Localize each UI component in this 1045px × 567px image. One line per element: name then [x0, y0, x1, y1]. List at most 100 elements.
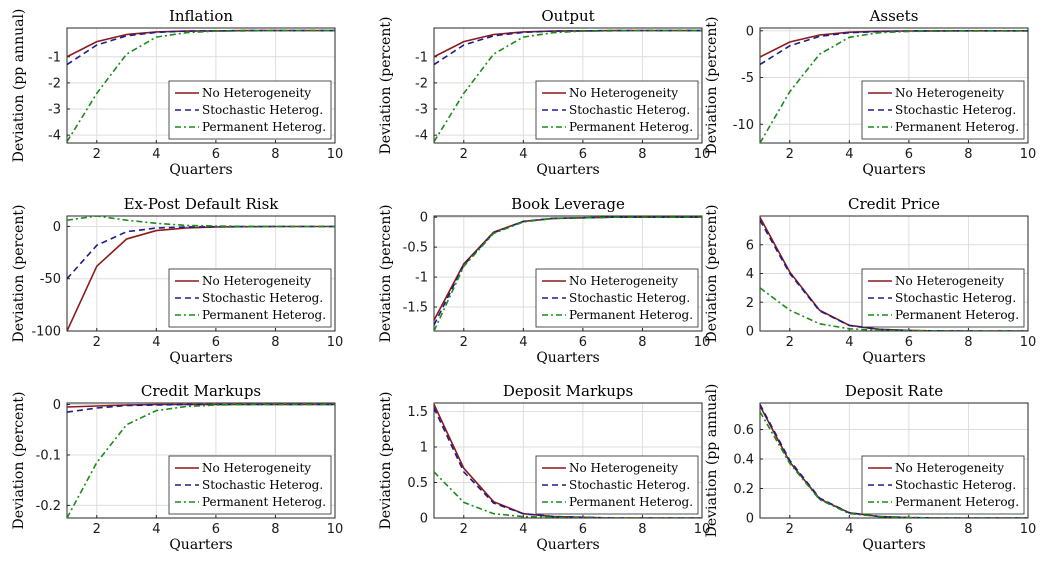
x-tick-label: 4	[845, 147, 853, 162]
legend-box	[168, 455, 332, 515]
x-tick-label: 2	[93, 522, 101, 537]
panel-inflation-x-axis-label: Quarters	[169, 162, 232, 178]
x-tick-label: 4	[152, 335, 160, 350]
x-tick-label: 8	[638, 522, 646, 537]
legend-entry-permanent-heterog: Permanent Heterog.	[202, 495, 326, 509]
legend-entry-stochastic-heterog: Stochastic Heterog.	[569, 478, 690, 492]
legend-entry-no-heterogeneity: No Heterogeneity	[202, 274, 311, 288]
panel-book-leverage-axes-box	[433, 215, 703, 332]
panel-assets-y-axis-label: Deviation (percent)	[704, 17, 720, 155]
x-tick-label: 4	[845, 335, 853, 350]
panel-deposit-rate-y-axis-label: Deviation (pp annual)	[704, 384, 720, 538]
y-tick-label: -0.5	[403, 241, 428, 256]
panel-credit-markups-title: Credit Markups	[141, 382, 261, 400]
legend-entry-no-heterogeneity: No Heterogeneity	[569, 86, 678, 100]
legend-entry-permanent-heterog: Permanent Heterog.	[202, 308, 326, 322]
x-tick-label: 10	[327, 335, 344, 350]
panel-deposit-rate-title: Deposit Rate	[845, 382, 943, 400]
x-tick-label: 2	[93, 335, 101, 350]
series-line-permanent-heterog	[434, 216, 702, 331]
panel-inflation-y-axis-label: Deviation (pp annual)	[11, 9, 27, 163]
x-tick-label: 10	[1020, 147, 1037, 162]
panel-credit-markups-x-axis-label: Quarters	[169, 537, 232, 553]
series-line-stochastic-heterog	[760, 219, 1028, 331]
y-tick-label: 2	[746, 296, 754, 311]
series-line-permanent-heterog	[760, 287, 1028, 331]
panel-deposit-markups: 2 4 6 8 10 0 0.5 1 1.5 Deposit Markups Quarters Dev…	[378, 382, 710, 553]
panel-ex-post-default-risk-axes-box	[66, 215, 336, 332]
legend-entry-stochastic-heterog: Stochastic Heterog.	[895, 478, 1016, 492]
x-tick-label: 10	[1020, 335, 1037, 350]
x-tick-label: 6	[212, 335, 220, 350]
x-tick-label: 2	[786, 335, 794, 350]
panel-book-leverage-y-axis-label: Deviation (percent)	[378, 205, 394, 343]
x-tick-label: 8	[638, 335, 646, 350]
panel-output-y-axis-label: Deviation (percent)	[378, 17, 394, 155]
x-tick-label: 4	[152, 522, 160, 537]
x-tick-label: 6	[905, 522, 913, 537]
legend-entry-stochastic-heterog: Stochastic Heterog.	[895, 291, 1016, 305]
y-tick-label: -0.2	[36, 499, 61, 514]
x-tick-label: 2	[786, 147, 794, 162]
y-tick-label: -1	[415, 271, 428, 286]
y-tick-label: -3	[415, 103, 428, 118]
y-tick-label: -2	[415, 76, 428, 91]
legend-entry-no-heterogeneity: No Heterogeneity	[895, 274, 1004, 288]
x-tick-label: 6	[212, 522, 220, 537]
y-tick-label: 0.6	[733, 423, 754, 438]
series-line-stochastic-heterog	[67, 29, 335, 66]
panel-credit-markups-legend: No Heterogeneity Stochastic Heterog. Perma…	[168, 455, 332, 515]
panel-credit-price-legend: No Heterogeneity Stochastic Heterog. Perma…	[861, 268, 1025, 328]
legend-entry-stochastic-heterog: Stochastic Heterog.	[569, 291, 690, 305]
panel-credit-price-title: Credit Price	[848, 195, 940, 213]
panel-output-legend: No Heterogeneity Stochastic Heterog. Perma…	[535, 80, 699, 140]
y-tick-label: -10	[733, 118, 754, 133]
x-tick-label: 6	[579, 335, 587, 350]
panel-credit-markups-y-axis-label: Deviation (percent)	[11, 392, 27, 530]
y-tick-label: 0	[746, 512, 754, 527]
legend-entry-stochastic-heterog: Stochastic Heterog.	[202, 103, 323, 117]
panel-output-title: Output	[541, 7, 594, 25]
x-tick-label: 4	[519, 522, 527, 537]
panel-credit-price-x-axis-label: Quarters	[862, 350, 925, 366]
x-tick-label: 2	[460, 522, 468, 537]
series-line-permanent-heterog	[67, 403, 335, 518]
y-tick-label: 1	[420, 441, 428, 456]
legend-entry-permanent-heterog: Permanent Heterog.	[569, 308, 693, 322]
legend-entry-permanent-heterog: Permanent Heterog.	[569, 495, 693, 509]
series-line-stochastic-heterog	[67, 403, 335, 413]
panel-deposit-rate-x-axis-label: Quarters	[862, 537, 925, 553]
legend-entry-no-heterogeneity: No Heterogeneity	[202, 461, 311, 475]
legend-entry-stochastic-heterog: Stochastic Heterog.	[202, 478, 323, 492]
legend-entry-permanent-heterog: Permanent Heterog.	[895, 120, 1019, 134]
panel-ex-post-default-risk-y-axis-label: Deviation (percent)	[11, 205, 27, 343]
y-tick-label: -1.5	[403, 301, 428, 316]
y-tick-label: 0	[53, 398, 61, 413]
x-tick-label: 6	[905, 335, 913, 350]
x-tick-label: 4	[845, 522, 853, 537]
x-tick-label: 10	[327, 147, 344, 162]
panel-ex-post-default-risk-legend: No Heterogeneity Stochastic Heterog. Perma…	[168, 268, 332, 328]
x-tick-label: 10	[327, 522, 344, 537]
x-tick-label: 2	[460, 147, 468, 162]
x-tick-label: 10	[694, 147, 711, 162]
y-tick-label: -50	[40, 272, 61, 287]
panel-book-leverage-legend: No Heterogeneity Stochastic Heterog. Perma…	[535, 268, 699, 328]
panel-assets-legend: No Heterogeneity Stochastic Heterog. Perma…	[861, 80, 1025, 140]
legend-entry-stochastic-heterog: Stochastic Heterog.	[202, 291, 323, 305]
y-tick-label: -2	[48, 76, 61, 91]
panel-assets: 2 4 6 8 10 -10 -5 0 Assets Quarters Deviation (per…	[704, 7, 1036, 178]
legend-entry-permanent-heterog: Permanent Heterog.	[569, 120, 693, 134]
legend-entry-no-heterogeneity: No Heterogeneity	[895, 461, 1004, 475]
y-tick-label: 0	[420, 512, 428, 527]
y-tick-label: -1	[48, 50, 61, 65]
panel-assets-axes-box	[759, 27, 1029, 144]
y-tick-label: 0	[746, 24, 754, 39]
panel-ex-post-default-risk: 2 4 6 8 10 -100 -50 0 Ex-Post Default Risk Quarte…	[11, 195, 343, 366]
x-tick-label: 6	[579, 522, 587, 537]
y-tick-label: -4	[48, 129, 61, 144]
x-tick-label: 8	[638, 147, 646, 162]
panel-deposit-markups-y-axis-label: Deviation (percent)	[378, 392, 394, 530]
x-tick-label: 6	[905, 147, 913, 162]
